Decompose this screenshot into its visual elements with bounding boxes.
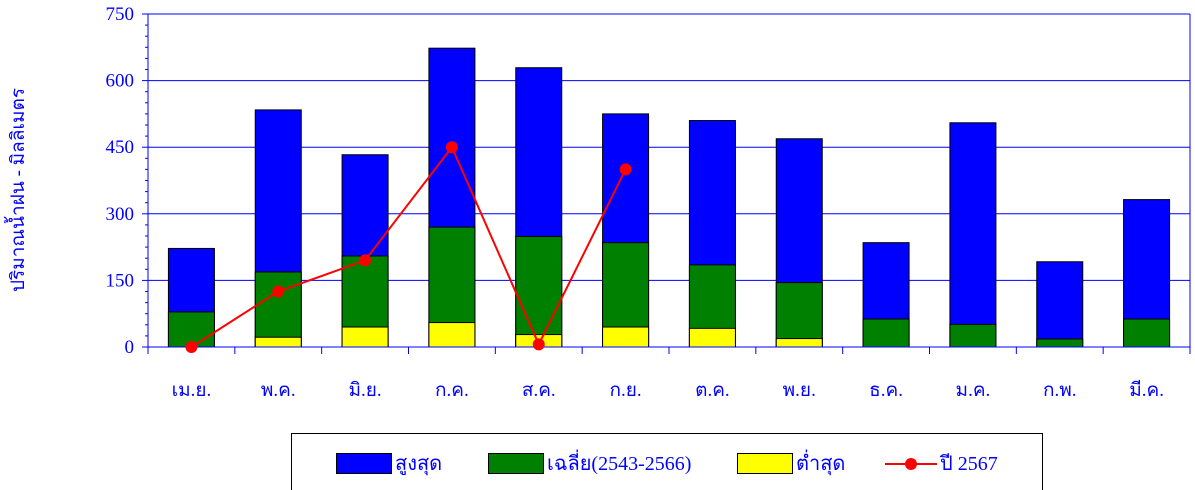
legend-swatch-avg bbox=[488, 452, 544, 474]
grid-lines bbox=[148, 13, 1190, 281]
bar-avg bbox=[254, 271, 302, 348]
point-2567 bbox=[445, 141, 458, 154]
point-2567 bbox=[185, 341, 198, 353]
x-tick-label: ก.พ. bbox=[1043, 380, 1077, 401]
x-tick-label: ม.ค. bbox=[956, 380, 991, 401]
bar-min bbox=[775, 338, 823, 348]
bars bbox=[167, 47, 1171, 348]
bar-avg bbox=[949, 323, 997, 348]
bar-min bbox=[428, 322, 476, 348]
y-axis-label: ปริมาณน้ำฝน - มิลลิเมตร bbox=[4, 88, 29, 292]
legend-label-avg: เฉลี่ย(2543-2566) bbox=[547, 453, 692, 475]
bar-avg bbox=[1123, 318, 1171, 348]
bar-avg bbox=[1036, 338, 1084, 348]
bar-max bbox=[1036, 261, 1084, 348]
legend: สูงสุด เฉลี่ย(2543-2566) ต่ำสุด ปี 2567 bbox=[291, 433, 1043, 490]
legend-item-min: ต่ำสุด bbox=[737, 449, 845, 477]
legend-item-max: สูงสุด bbox=[336, 449, 442, 477]
tick-labels: 0 150 300 450 600 750 เม.ย. พ.ค. มิ.ย. ก.ค. ส.ค. ก.… bbox=[106, 4, 1164, 401]
bar-avg bbox=[862, 318, 910, 348]
legend-label-min: ต่ำสุด bbox=[796, 453, 846, 475]
bar-min bbox=[254, 336, 302, 348]
bar-avg bbox=[515, 235, 563, 348]
bar-min bbox=[602, 326, 650, 348]
legend-swatch-min bbox=[737, 452, 793, 474]
legend-item-2567: ปี 2567 bbox=[885, 449, 998, 477]
y-tick-label: 300 bbox=[106, 204, 135, 225]
x-tick-label: เม.ย. bbox=[172, 380, 212, 401]
legend-label-2567: ปี 2567 bbox=[940, 453, 998, 475]
x-tick-label: ก.ค. bbox=[435, 380, 469, 401]
point-2567 bbox=[619, 163, 632, 176]
x-tick-label: พ.ค. bbox=[261, 380, 296, 401]
point-2567 bbox=[359, 254, 372, 267]
y-tick-label: 0 bbox=[125, 337, 135, 358]
legend-swatch-2567 bbox=[885, 453, 937, 474]
bar-max bbox=[949, 122, 997, 348]
legend-label-max: สูงสุด bbox=[395, 453, 443, 475]
y-tick-label: 600 bbox=[106, 71, 135, 92]
y-tick-label: 450 bbox=[106, 137, 135, 158]
x-tick-label: มิ.ย. bbox=[348, 380, 381, 401]
x-tick-label: พ.ย. bbox=[783, 380, 816, 401]
bar-avg bbox=[775, 282, 823, 348]
legend-swatch-max bbox=[336, 452, 392, 474]
x-tick-label: ธ.ค. bbox=[869, 380, 903, 401]
bar-min bbox=[688, 327, 736, 348]
x-tick-label: มี.ค. bbox=[1129, 379, 1164, 401]
y-tick-label: 750 bbox=[106, 4, 135, 25]
x-tick-label: ต.ค. bbox=[695, 380, 730, 401]
y-tick-label: 150 bbox=[106, 270, 135, 291]
legend-item-avg: เฉลี่ย(2543-2566) bbox=[488, 449, 691, 477]
x-tick-label: ส.ค. bbox=[522, 380, 556, 401]
rainfall-chart: 0 150 300 450 600 750 เม.ย. พ.ค. มิ.ย. ก.ค. ส.ค. ก.… bbox=[4, 4, 1191, 401]
point-2567 bbox=[272, 285, 285, 298]
bar-min bbox=[341, 326, 389, 348]
line-series bbox=[185, 141, 632, 353]
line-2567 bbox=[190, 145, 627, 348]
x-tick-label: ก.ย. bbox=[610, 380, 642, 401]
point-2567 bbox=[532, 338, 545, 351]
axes bbox=[142, 13, 1191, 354]
